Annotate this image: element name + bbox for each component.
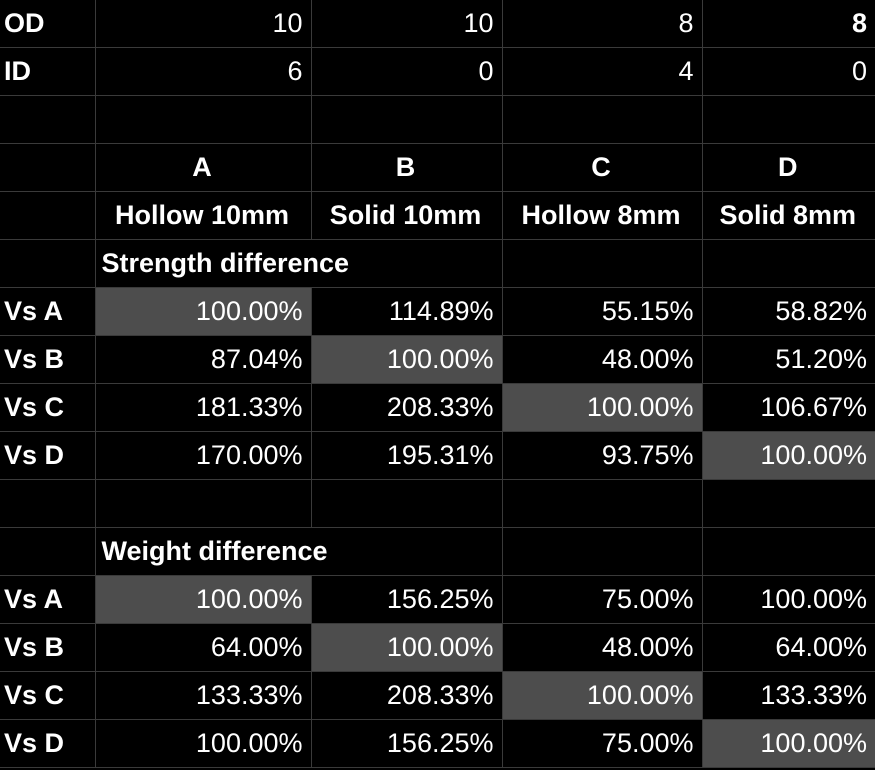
row-label[interactable]: Vs D [0,431,96,480]
strength-row-vs-d: Vs D 170.00% 195.31% 93.75% 100.00% [0,431,875,480]
strength-cell[interactable]: 100.00% [701,431,875,480]
row-label[interactable]: Vs B [0,623,96,672]
id-row: ID 6 0 4 0 [0,47,875,96]
column-letter-b[interactable]: B [310,143,503,192]
empty-cell[interactable] [0,95,96,144]
column-name-c[interactable]: Hollow 8mm [501,191,703,240]
empty-cell[interactable] [310,95,503,144]
od-label-cell[interactable]: OD [0,0,96,48]
strength-cell[interactable]: 114.89% [310,287,503,336]
weight-row-vs-b: Vs B 64.00% 100.00% 48.00% 64.00% [0,623,875,672]
id-cell-c[interactable]: 4 [501,47,703,96]
weight-title-row: Weight difference [0,527,875,576]
empty-cell[interactable] [0,239,96,288]
empty-cell[interactable] [501,527,703,576]
strength-cell[interactable]: 55.15% [501,287,703,336]
weight-cell[interactable]: 133.33% [94,671,312,720]
empty-cell[interactable] [501,239,703,288]
empty-cell[interactable] [94,479,312,528]
id-cell-b[interactable]: 0 [310,47,503,96]
strength-cell[interactable]: 58.82% [701,287,875,336]
strength-cell[interactable]: 106.67% [701,383,875,432]
strength-cell[interactable]: 100.00% [94,287,312,336]
strength-cell[interactable]: 87.04% [94,335,312,384]
empty-cell[interactable] [701,95,875,144]
empty-cell[interactable] [0,527,96,576]
od-row: OD 10 10 8 8 [0,0,875,48]
column-name-d[interactable]: Solid 8mm [701,191,875,240]
empty-cell[interactable] [501,95,703,144]
weight-row-vs-d: Vs D 100.00% 156.25% 75.00% 100.00% [0,719,875,768]
id-label-cell[interactable]: ID [0,47,96,96]
weight-cell[interactable]: 133.33% [701,671,875,720]
empty-cell[interactable] [701,239,875,288]
strength-row-vs-a: Vs A 100.00% 114.89% 55.15% 58.82% [0,287,875,336]
weight-cell[interactable]: 100.00% [501,671,703,720]
weight-cell[interactable]: 208.33% [310,671,503,720]
strength-section-title[interactable]: Strength difference [94,239,503,288]
strength-cell[interactable]: 51.20% [701,335,875,384]
weight-row-vs-a: Vs A 100.00% 156.25% 75.00% 100.00% [0,575,875,624]
row-label[interactable]: Vs B [0,335,96,384]
weight-cell[interactable]: 100.00% [701,575,875,624]
weight-cell[interactable]: 75.00% [501,719,703,768]
strength-cell[interactable]: 93.75% [501,431,703,480]
strength-row-vs-b: Vs B 87.04% 100.00% 48.00% 51.20% [0,335,875,384]
letter-header-row: A B C D [0,143,875,192]
weight-section-title[interactable]: Weight difference [94,527,503,576]
column-letter-a[interactable]: A [94,143,312,192]
strength-title-row: Strength difference [0,239,875,288]
od-cell-a[interactable]: 10 [94,0,312,48]
column-letter-c[interactable]: C [501,143,703,192]
empty-cell[interactable] [0,479,96,528]
weight-cell[interactable]: 100.00% [94,575,312,624]
column-letter-d[interactable]: D [701,143,875,192]
strength-cell[interactable]: 181.33% [94,383,312,432]
blank-row [0,479,875,528]
empty-cell[interactable] [94,95,312,144]
weight-cell[interactable]: 156.25% [310,719,503,768]
od-cell-b[interactable]: 10 [310,0,503,48]
empty-cell[interactable] [501,479,703,528]
weight-cell[interactable]: 64.00% [701,623,875,672]
weight-cell[interactable]: 100.00% [701,719,875,768]
strength-cell[interactable]: 48.00% [501,335,703,384]
empty-cell[interactable] [701,527,875,576]
strength-cell[interactable]: 100.00% [501,383,703,432]
name-header-row: Hollow 10mm Solid 10mm Hollow 8mm Solid … [0,191,875,240]
empty-cell[interactable] [310,479,503,528]
strength-cell[interactable]: 195.31% [310,431,503,480]
strength-cell[interactable]: 170.00% [94,431,312,480]
blank-row [0,95,875,144]
weight-cell[interactable]: 156.25% [310,575,503,624]
weight-cell[interactable]: 100.00% [94,719,312,768]
od-cell-c[interactable]: 8 [501,0,703,48]
od-cell-d[interactable]: 8 [701,0,875,48]
weight-cell[interactable]: 64.00% [94,623,312,672]
weight-row-vs-c: Vs C 133.33% 208.33% 100.00% 133.33% [0,671,875,720]
weight-cell[interactable]: 100.00% [310,623,503,672]
strength-cell[interactable]: 208.33% [310,383,503,432]
weight-cell[interactable]: 48.00% [501,623,703,672]
row-label[interactable]: Vs A [0,575,96,624]
empty-cell[interactable] [701,479,875,528]
row-label[interactable]: Vs C [0,383,96,432]
strength-cell[interactable]: 100.00% [310,335,503,384]
id-cell-a[interactable]: 6 [94,47,312,96]
id-cell-d[interactable]: 0 [701,47,875,96]
column-name-a[interactable]: Hollow 10mm [94,191,312,240]
row-label[interactable]: Vs D [0,719,96,768]
empty-cell[interactable] [0,191,96,240]
strength-row-vs-c: Vs C 181.33% 208.33% 100.00% 106.67% [0,383,875,432]
row-label[interactable]: Vs A [0,287,96,336]
row-label[interactable]: Vs C [0,671,96,720]
column-name-b[interactable]: Solid 10mm [310,191,503,240]
weight-cell[interactable]: 75.00% [501,575,703,624]
empty-cell[interactable] [0,143,96,192]
